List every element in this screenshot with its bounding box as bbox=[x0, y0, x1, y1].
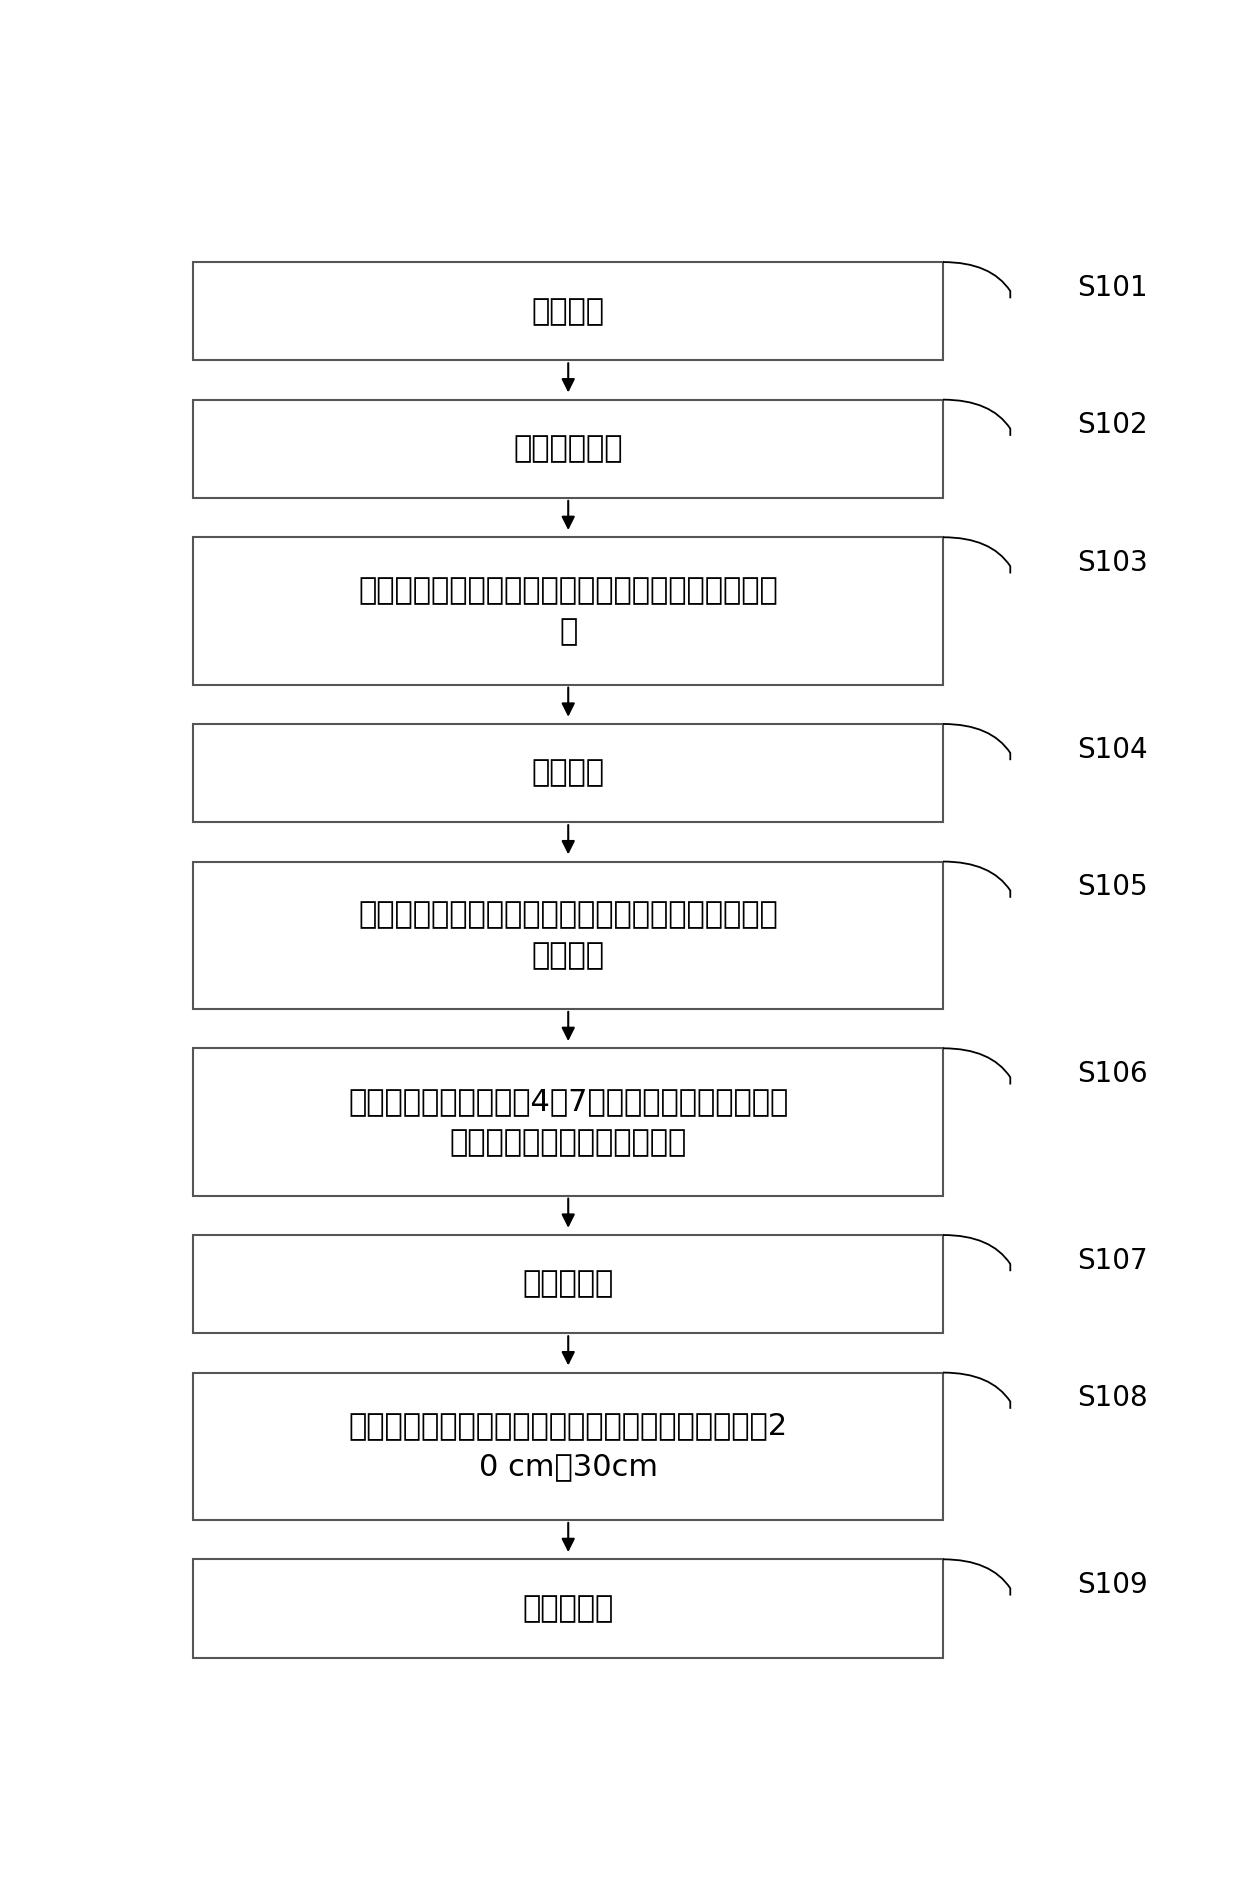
Text: 茶树修剪，每年进行茶行边缘修剪，保持茶树行间距2
0 cm－30cm: 茶树修剪，每年进行茶行边缘修剪，保持茶树行间距2 0 cm－30cm bbox=[348, 1412, 787, 1481]
Bar bbox=[193, 1560, 942, 1658]
Bar bbox=[193, 862, 942, 1009]
Text: S104: S104 bbox=[1078, 736, 1148, 764]
Text: 病虫害防治: 病虫害防治 bbox=[522, 1270, 614, 1299]
Text: S102: S102 bbox=[1078, 412, 1148, 439]
Text: S107: S107 bbox=[1078, 1246, 1148, 1274]
Text: S101: S101 bbox=[1078, 273, 1148, 301]
Bar bbox=[193, 1048, 942, 1195]
Bar bbox=[193, 399, 942, 499]
Text: S105: S105 bbox=[1078, 873, 1148, 901]
Bar bbox=[193, 262, 942, 359]
Bar bbox=[193, 725, 942, 822]
Text: S106: S106 bbox=[1078, 1060, 1148, 1088]
Text: 园地选择: 园地选择 bbox=[532, 297, 605, 326]
Text: 种植前施底肥: 种植前施底肥 bbox=[513, 435, 622, 463]
Bar bbox=[193, 1235, 942, 1332]
Bar bbox=[193, 1372, 942, 1521]
Bar bbox=[193, 536, 942, 685]
Text: 茶树品种选择，根据种植环境选择结籽率高的茶树品
种: 茶树品种选择，根据种植环境选择结籽率高的茶树品 种 bbox=[358, 576, 779, 646]
Text: S108: S108 bbox=[1078, 1383, 1148, 1412]
Text: 授粉，茶树开花后，每4～7亩放置一箱蜜蜂，利用蜜
蜂采蜜促进授粉，提高结籽率: 授粉，茶树开花后，每4～7亩放置一箱蜜蜂，利用蜜 蜂采蜜促进授粉，提高结籽率 bbox=[348, 1088, 789, 1157]
Text: S109: S109 bbox=[1078, 1571, 1148, 1600]
Text: 追肥，合理施肥，增施磷钾肥，降低氮肥施用比例，
促进坐果: 追肥，合理施肥，增施磷钾肥，降低氮肥施用比例， 促进坐果 bbox=[358, 900, 779, 969]
Text: 栽培定植: 栽培定植 bbox=[532, 758, 605, 787]
Text: S103: S103 bbox=[1078, 550, 1148, 578]
Text: 茶叶籽采摘: 茶叶籽采摘 bbox=[522, 1594, 614, 1622]
